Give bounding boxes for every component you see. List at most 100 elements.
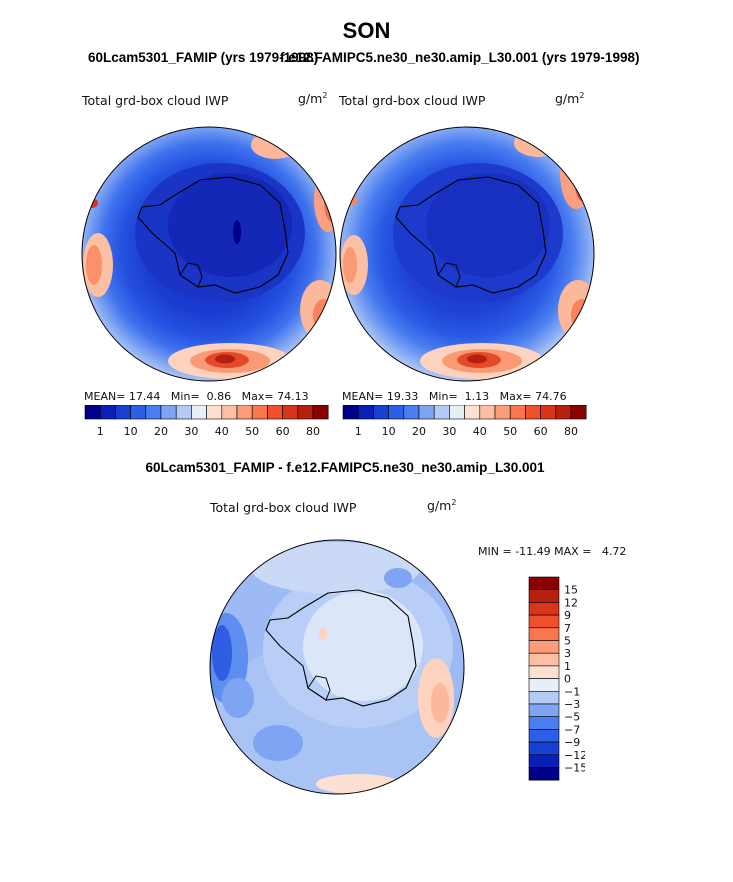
colorbar-swatch: [528, 602, 560, 616]
colorbar-swatch: [115, 405, 131, 420]
colorbar-swatch: [357, 405, 374, 420]
colorbar-swatch: [528, 589, 560, 603]
colorbar-tick-label: 0: [564, 673, 571, 686]
colorbar-swatch: [130, 405, 147, 420]
colorbar-swatch: [555, 405, 572, 420]
colorbar-swatch: [236, 405, 253, 420]
colorbar-swatch: [297, 405, 314, 420]
left-map-border: [81, 126, 337, 382]
right-colorbar: 1 10 20 30 40 50 60 80: [342, 405, 587, 438]
right-antarctica-coastline: [395, 176, 547, 294]
colorbar-tick-label: 30: [442, 425, 456, 438]
colorbar-swatch: [528, 614, 560, 629]
right-map-border: [339, 126, 595, 382]
left-variable-label: Total grd-box cloud IWP: [82, 93, 229, 108]
colorbar-swatch: [449, 405, 465, 420]
colorbar-swatch: [528, 652, 560, 667]
diff-map-border: [209, 539, 465, 795]
colorbar-tick-label: 40: [215, 425, 229, 438]
right-variable-label: Total grd-box cloud IWP: [339, 93, 486, 108]
diff-antarctica-coastline: [265, 589, 417, 707]
right-field: [340, 127, 594, 381]
colorbar-swatch: [251, 405, 268, 420]
colorbar-swatch: [479, 405, 496, 420]
colorbar-swatch: [570, 405, 587, 420]
colorbar-tick-label: 15: [564, 584, 578, 597]
colorbar-swatch: [84, 405, 101, 420]
diff-field: [210, 540, 464, 794]
colorbar-swatch: [221, 405, 238, 420]
right-units-label: g/m2: [555, 91, 585, 107]
left-ice-shelf-outline: [179, 262, 203, 288]
colorbar-tick-label: −9: [564, 736, 580, 749]
colorbar-tick-label: 60: [276, 425, 290, 438]
colorbar-swatch: [528, 665, 560, 679]
colorbar-tick-label: 60: [534, 425, 548, 438]
diff-polar-map: [209, 539, 465, 795]
left-polar-map: [81, 126, 337, 382]
left-antarctica-coastline: [137, 176, 289, 294]
colorbar-swatch: [528, 703, 560, 717]
diff-variable-label: Total grd-box cloud IWP: [210, 500, 357, 515]
colorbar-swatch: [528, 640, 560, 654]
colorbar-swatch: [373, 405, 389, 420]
colorbar-swatch: [540, 405, 557, 420]
colorbar-tick-label: 80: [564, 425, 578, 438]
colorbar-tick-label: −15: [564, 762, 585, 775]
colorbar-tick-label: 7: [564, 622, 571, 635]
colorbar-swatch: [418, 405, 435, 420]
left-field: [82, 127, 336, 381]
colorbar-tick-label: −3: [564, 698, 580, 711]
colorbar-swatch: [528, 767, 560, 781]
colorbar-swatch: [160, 405, 177, 420]
colorbar-swatch: [509, 405, 526, 420]
colorbar-tick-label: 40: [473, 425, 487, 438]
colorbar-swatch: [388, 405, 405, 420]
colorbar-swatch: [206, 405, 223, 420]
colorbar-swatch: [282, 405, 299, 420]
colorbar-swatch: [528, 754, 560, 768]
colorbar-tick-label: 80: [306, 425, 320, 438]
difference-title: 60Lcam5301_FAMIP - f.e12.FAMIPC5.ne30_ne…: [145, 460, 545, 475]
colorbar-tick-label: 20: [154, 425, 168, 438]
colorbar-tick-label: −7: [564, 723, 580, 736]
colorbar-tick-label: 10: [124, 425, 138, 438]
right-polar-map: [339, 126, 595, 382]
colorbar-swatch: [528, 716, 560, 730]
colorbar-swatch: [528, 729, 560, 743]
colorbar-tick-label: 1: [564, 660, 571, 673]
diff-units-label: g/m2: [427, 498, 457, 514]
colorbar-swatch: [528, 576, 560, 590]
colorbar-tick-label: −5: [564, 711, 580, 724]
colorbar-tick-label: 1: [355, 425, 362, 438]
colorbar-tick-label: 5: [564, 635, 571, 648]
colorbar-swatch: [175, 405, 192, 420]
colorbar-swatch: [525, 405, 541, 420]
colorbar-swatch: [403, 405, 420, 420]
colorbar-swatch: [528, 678, 560, 692]
colorbar-tick-label: 9: [564, 609, 571, 622]
colorbar-swatch: [145, 405, 162, 420]
colorbar-tick-label: 20: [412, 425, 426, 438]
colorbar-swatch: [528, 691, 560, 705]
colorbar-swatch: [191, 405, 207, 420]
colorbar-swatch: [528, 627, 560, 641]
colorbar-tick-label: 12: [564, 596, 578, 609]
colorbar-swatch: [464, 405, 481, 420]
right-stats: MEAN= 19.33 Min= 1.13 Max= 74.76: [342, 390, 567, 403]
left-panel-title: 60Lcam5301_FAMIP (yrs 1979-1998): [88, 50, 319, 65]
colorbar-tick-label: 10: [382, 425, 396, 438]
diff-minmax: MIN = -11.49 MAX = 4.72: [478, 545, 627, 558]
colorbar-swatch: [528, 741, 560, 756]
colorbar-tick-label: 50: [503, 425, 517, 438]
left-units-label: g/m2: [298, 91, 328, 107]
colorbar-tick-label: 3: [564, 647, 571, 660]
left-stats: MEAN= 17.44 Min= 0.86 Max= 74.13: [84, 390, 309, 403]
diff-ice-shelf-outline: [307, 675, 331, 701]
colorbar-swatch: [99, 405, 116, 420]
season-title: SON: [342, 18, 391, 43]
colorbar-swatch: [494, 405, 511, 420]
colorbar-tick-label: −1: [564, 685, 580, 698]
right-panel-title: f.e12.FAMIPC5.ne30_ne30.amip_L30.001 (yr…: [280, 50, 640, 65]
